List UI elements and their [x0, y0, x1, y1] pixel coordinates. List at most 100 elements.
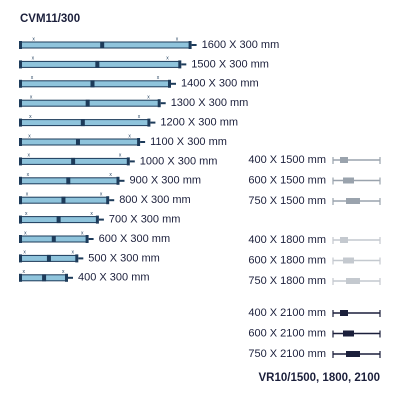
bar-clamp: [95, 60, 100, 68]
bar-cap: [19, 157, 22, 166]
bar-cap: [19, 215, 22, 224]
bar-clamp: [61, 196, 66, 204]
bar-cap: [19, 118, 22, 127]
bar-valve: [129, 160, 135, 163]
size-label: 500 X 300 mm: [88, 252, 160, 264]
radiator-bar: [19, 99, 161, 107]
bar-tick: x: [100, 192, 103, 198]
bar-cap: [168, 79, 171, 88]
radiator-bar: [19, 80, 171, 88]
size-label: 750 X 1500 mm: [248, 195, 326, 207]
rail-clamp: [340, 157, 348, 163]
size-label: 400 X 1800 mm: [248, 234, 326, 246]
bar-clamp: [80, 119, 85, 127]
bar-tick: x: [62, 269, 65, 275]
rail-clamp: [343, 177, 354, 184]
radiator-bar: [19, 41, 192, 49]
bar-cap: [19, 60, 22, 69]
size-label: 1600 X 300 mm: [202, 39, 280, 51]
rail-clamp: [343, 257, 354, 264]
bar-clamp: [51, 235, 56, 243]
bar-cap: [157, 99, 161, 108]
bar-tick: x: [27, 172, 30, 178]
bar-tick: x: [32, 56, 35, 62]
bar-tick: x: [166, 56, 169, 62]
bar-valve: [88, 238, 94, 240]
radiator-bar: [19, 60, 181, 68]
size-label: 400 X 300 mm: [78, 272, 150, 284]
left-title: CVM11/300: [20, 13, 80, 25]
bar-valve: [150, 121, 156, 124]
bar-valve: [160, 102, 166, 105]
bar-clamp: [42, 274, 47, 282]
bar-valve: [181, 63, 187, 66]
bar-tick: x: [26, 192, 29, 198]
bar-tick: x: [157, 75, 160, 81]
size-label: 1300 X 300 mm: [171, 97, 249, 109]
rail-clamp: [346, 198, 360, 204]
bar-cap: [19, 79, 22, 88]
bar-clamp: [56, 216, 61, 224]
bar-tick: x: [138, 114, 141, 120]
bar-tick: x: [90, 211, 93, 217]
bar-valve: [191, 44, 197, 46]
bar-cap: [126, 157, 130, 166]
bar-tick: x: [23, 250, 26, 256]
bar-tick: x: [25, 211, 28, 217]
bar-clamp: [71, 157, 76, 165]
rail-clamp: [343, 330, 354, 337]
right-title: VR10/1500, 1800, 2100: [259, 372, 381, 384]
bar-tick: x: [23, 269, 26, 275]
bar-cap: [178, 60, 182, 69]
bar-cap: [19, 235, 22, 243]
size-label: 800 X 300 mm: [119, 194, 191, 206]
size-label: 750 X 2100 mm: [248, 348, 326, 360]
size-label: 700 X 300 mm: [109, 214, 181, 226]
bar-valve: [109, 199, 115, 202]
bar-tick: x: [71, 250, 74, 256]
size-label: 1400 X 300 mm: [181, 78, 259, 90]
bar-valve: [171, 82, 176, 85]
bar-cap: [147, 118, 151, 127]
bar-clamp: [100, 41, 105, 49]
bar-clamp: [75, 138, 80, 146]
bar-cap: [116, 176, 120, 185]
bar-clamp: [90, 80, 95, 88]
bar-tick: x: [31, 75, 34, 81]
size-label: 400 X 1500 mm: [248, 154, 326, 166]
bar-cap: [19, 273, 22, 282]
bar-cap: [19, 99, 22, 108]
bar-cap: [106, 196, 110, 205]
size-label: 600 X 300 mm: [99, 233, 171, 245]
bar-tick: x: [32, 36, 35, 42]
rail-clamp: [340, 237, 348, 243]
rail-clamp: [340, 310, 348, 316]
bar-tick: x: [128, 133, 131, 139]
size-label: 600 X 1800 mm: [248, 254, 326, 266]
size-label: 750 X 1800 mm: [248, 275, 326, 287]
bar-tick: x: [119, 153, 122, 159]
bar-cap: [95, 215, 99, 224]
size-label: 400 X 2100 mm: [248, 307, 326, 319]
bar-cap: [85, 235, 89, 243]
size-label: 600 X 1500 mm: [248, 174, 326, 186]
bar-tick: x: [27, 153, 30, 159]
bar-tick: x: [24, 230, 27, 236]
bar-valve: [119, 179, 125, 182]
bar-tick: x: [81, 230, 84, 236]
rail-clamp: [346, 278, 360, 284]
bar-cap: [19, 138, 22, 146]
bar-tick: x: [147, 95, 150, 101]
bar-cap: [19, 176, 22, 185]
bar-cap: [75, 254, 79, 263]
bar-cap: [19, 196, 22, 205]
bar-tick: x: [176, 36, 179, 42]
size-label: 1100 X 300 mm: [150, 136, 227, 148]
bar-cap: [19, 254, 22, 263]
rail-clamp: [346, 351, 360, 357]
bar-clamp: [85, 99, 90, 107]
bar-tick: x: [30, 95, 33, 101]
size-label: 1200 X 300 mm: [160, 117, 238, 129]
bar-tick: x: [29, 114, 32, 120]
